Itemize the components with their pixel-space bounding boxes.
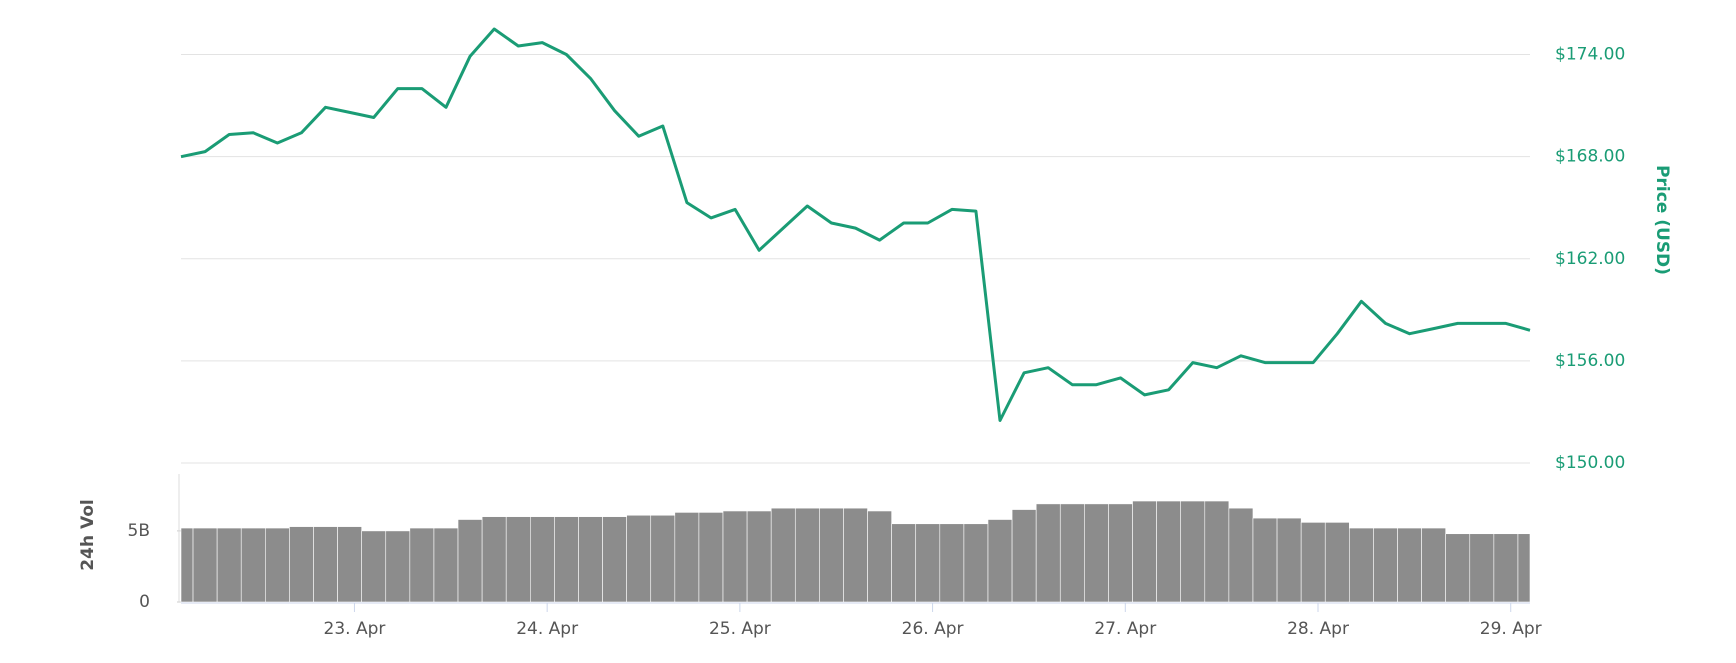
volume-bar [698,512,724,603]
y-tick-label: $156.00 [1555,351,1625,371]
volume-bar [1397,527,1422,603]
volume-bar [481,516,507,603]
volume-bar [1276,517,1302,603]
volume-bar [289,526,314,603]
volume-bar [385,530,411,603]
volume-bar [529,516,555,603]
volume-bar [313,526,338,603]
volume-bar [1324,522,1350,603]
volume-bar [1445,533,1471,603]
x-tick-label: 27. Apr [1094,619,1156,639]
x-tick-label: 23. Apr [324,619,386,639]
volume-bar [674,512,700,603]
volume-bar [337,526,362,603]
price-line [180,27,1531,422]
volume-bar [1300,522,1326,603]
volume-bar [216,527,242,603]
volume-bar [867,510,892,603]
y-tick-label: $168.00 [1555,147,1625,167]
volume-bar [192,527,218,603]
y-tick-label: 5B [128,521,150,541]
volume-bar [240,527,266,603]
volume-bar [1132,500,1157,603]
volume-bar [1156,500,1182,603]
volume-bar [722,510,748,603]
x-tick-label: 29. Apr [1480,619,1542,639]
volume-bar [1108,503,1133,603]
volume-bar [963,523,989,603]
volume-bar [843,507,868,603]
volume-bar [602,516,627,603]
volume-bar [1517,533,1531,603]
volume-bar [457,519,483,603]
volume-bar [915,523,941,603]
volume-bar [554,516,579,603]
volume-bar [505,516,531,603]
x-tick-label: 26. Apr [902,619,964,639]
volume-bar [650,514,676,603]
x-tick-label: 28. Apr [1287,619,1349,639]
volume-bar [987,519,1013,603]
volume-axis-label: 24h Vol [78,499,98,570]
volume-bar [770,507,796,603]
volume-bar [939,523,965,603]
volume-bar [1252,517,1278,603]
volume-bar [409,527,435,603]
volume-bar [1059,503,1085,603]
y-tick-label: $150.00 [1555,453,1625,473]
volume-bar [578,516,603,603]
volume-bar [361,530,387,603]
x-tick-label: 25. Apr [709,619,771,639]
y-tick-label: $162.00 [1555,249,1625,269]
volume-bar [794,507,820,603]
price-axis-label: Price (USD) [1652,165,1672,275]
y-tick-label: $174.00 [1555,45,1625,65]
volume-bar [1035,503,1061,603]
volume-bar [1349,527,1374,603]
volume-bar [626,514,652,603]
volume-bar [180,527,194,603]
volume-bar [1204,500,1230,603]
volume-bar [1180,500,1206,603]
volume-bar [265,527,290,603]
volume-bar [819,507,844,603]
volume-bar [1469,533,1495,603]
volume-bar [1011,509,1037,603]
volume-bar [1421,527,1446,603]
volume-bar [433,527,459,603]
volume-bar [1084,503,1109,603]
volume-bar [1228,507,1254,603]
x-tick-label: 24. Apr [516,619,578,639]
volume-bar [891,523,917,603]
volume-bar [1493,533,1519,603]
volume-bar [746,510,772,603]
volume-bar [1373,527,1398,603]
y-tick-label: 0 [139,592,150,612]
